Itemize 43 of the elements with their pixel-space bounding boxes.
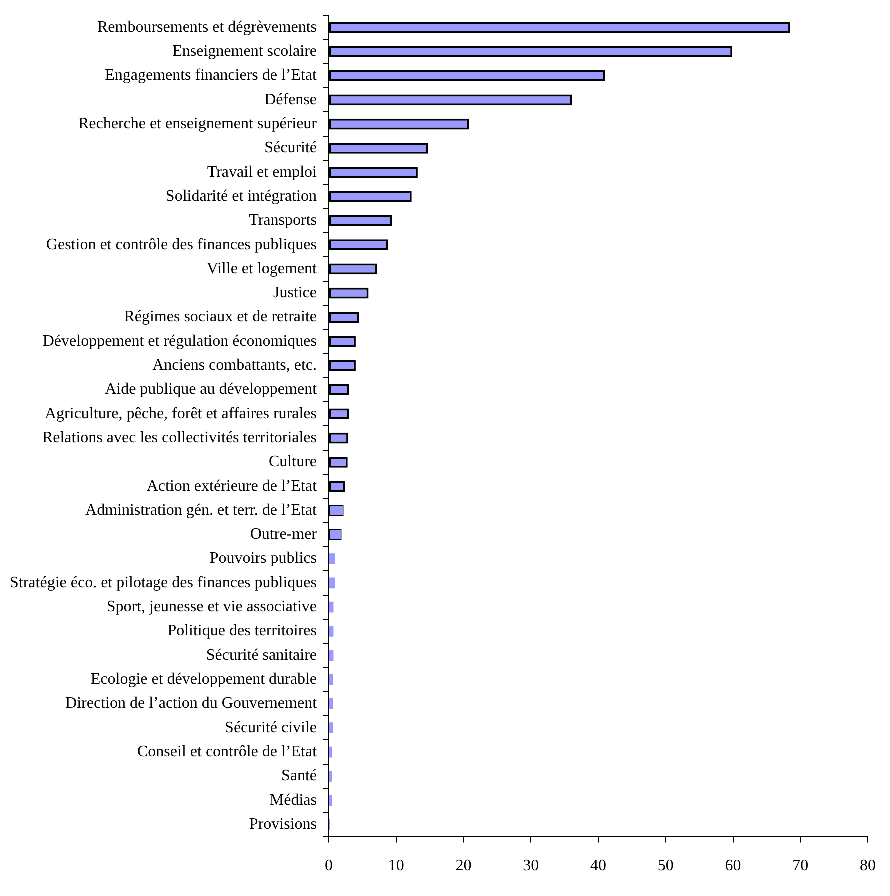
x-tick-label: 30 xyxy=(523,858,540,875)
y-tick-label: Solidarité et intégration xyxy=(166,188,318,205)
x-tick-label: 60 xyxy=(725,858,742,875)
y-tick-label: Sport, jeunesse et vie associative xyxy=(106,598,318,616)
x-tick-label: 50 xyxy=(658,858,674,875)
y-tick-label: Justice xyxy=(273,284,318,302)
y-tick-label: Médias xyxy=(270,792,318,809)
y-tick-label: Aide publique au développement xyxy=(105,381,318,398)
y-tick-label: Engagements financiers de l’Etat xyxy=(105,67,318,84)
y-tick-label: Défense xyxy=(264,91,318,108)
y-tick-label: Pouvoirs publics xyxy=(210,550,318,568)
y-tick-label: Administration gén. et terr. de l’Etat xyxy=(86,502,318,519)
y-tick-label: Enseignement scolaire xyxy=(172,43,318,60)
y-tick-label: Politique des territoires xyxy=(168,622,318,640)
y-tick-label: Agriculture, pêche, forêt et affaires rurales xyxy=(44,405,318,422)
y-tick-label: Recherche et enseignement supérieur xyxy=(78,115,318,132)
x-tick-label: 70 xyxy=(792,858,809,875)
x-tick-label: 20 xyxy=(456,858,472,875)
y-tick-label: Remboursements et dégrèvements xyxy=(98,18,318,36)
x-tick-label: 40 xyxy=(590,858,607,875)
y-tick-label: Ville et logement xyxy=(206,260,318,278)
y-tick-label: Travail et emploi xyxy=(207,164,318,181)
y-tick-label: Gestion et contrôle des finances publiques xyxy=(46,236,318,254)
y-tick-label: Action extérieure de l’Etat xyxy=(146,478,318,495)
y-tick-label: Direction de l’action du Gouvernement xyxy=(66,695,318,712)
y-tick-label: Anciens combattants, etc. xyxy=(152,357,318,374)
y-tick-label: Transports xyxy=(249,212,318,230)
x-tick-label: 10 xyxy=(388,858,404,875)
y-tick-label: Outre-mer xyxy=(250,526,318,544)
y-tick-label: Régimes sociaux et de retraite xyxy=(124,308,318,326)
y-tick-label: Santé xyxy=(281,768,318,785)
x-tick-label: 80 xyxy=(860,858,876,875)
y-tick-label: Ecologie et développement durable xyxy=(90,671,318,688)
y-tick-label: Sécurité civile xyxy=(225,719,318,736)
y-tick-label: Sécurité xyxy=(264,140,318,157)
y-tick-label: Stratégie éco. et pilotage des finances publiques xyxy=(10,574,318,592)
y-tick-label: Conseil et contrôle de l’Etat xyxy=(138,743,318,760)
y-tick-label: Culture xyxy=(269,454,318,471)
x-tick-label: 0 xyxy=(325,858,334,875)
y-tick-label: Sécurité sanitaire xyxy=(206,646,318,664)
y-tick-label: Développement et régulation économiques xyxy=(42,332,318,350)
y-tick-label: Relations avec les collectivités territoriales xyxy=(42,429,318,446)
y-tick-label: Provisions xyxy=(249,816,318,833)
